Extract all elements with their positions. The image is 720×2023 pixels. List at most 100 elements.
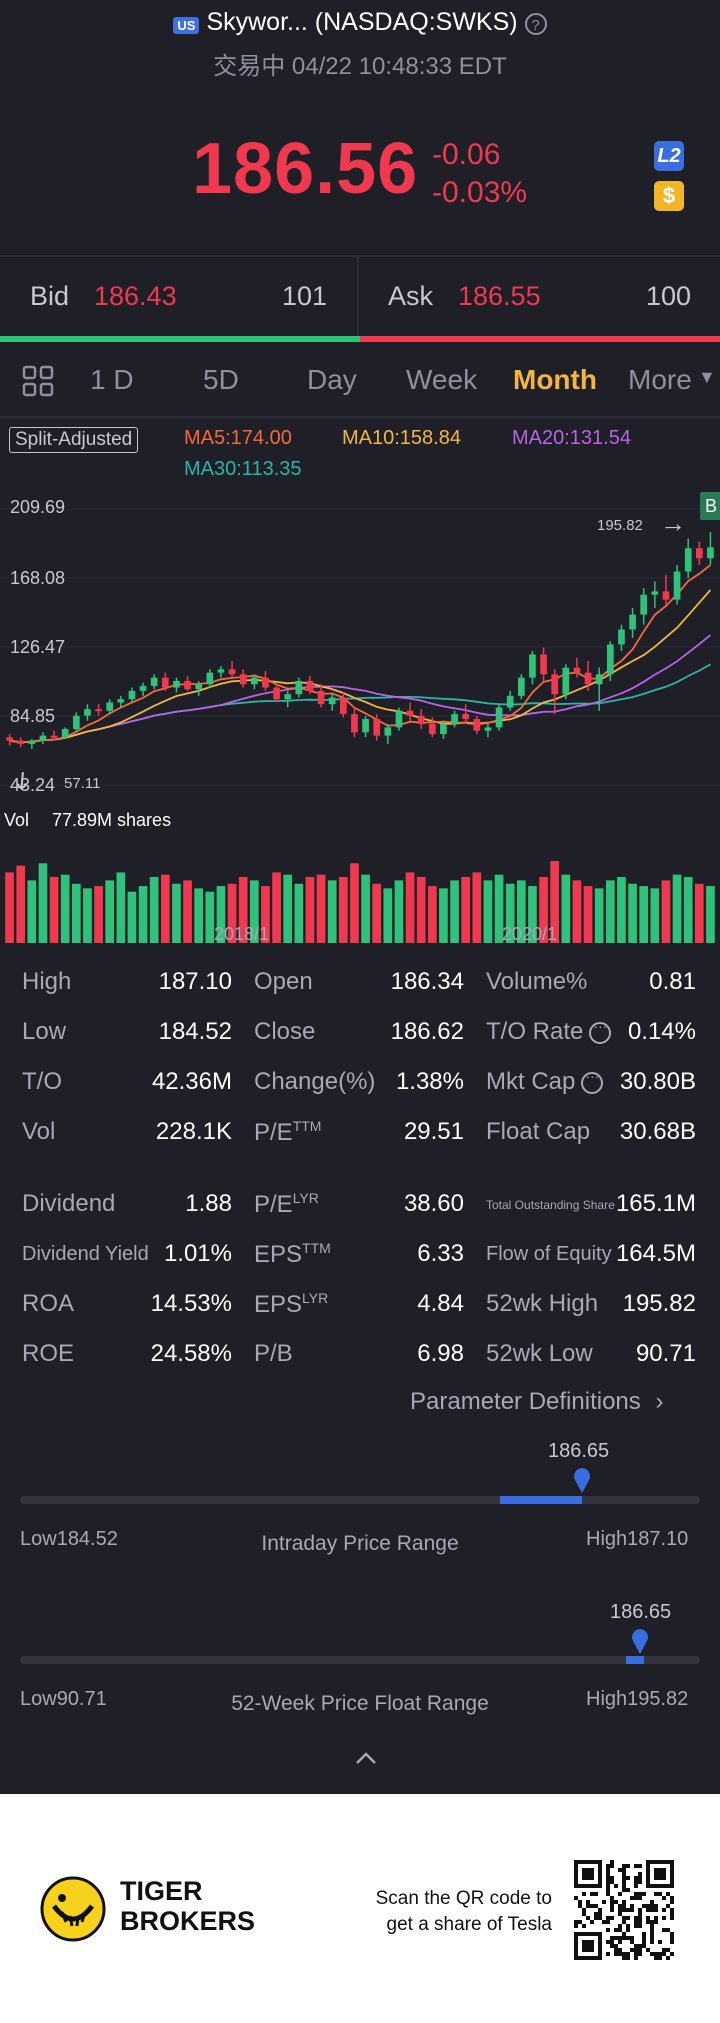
candle-body	[562, 667, 570, 695]
candle-body	[184, 680, 191, 690]
stat-value: 6.33	[417, 1240, 464, 1267]
tab-more[interactable]: More	[628, 364, 692, 395]
parameter-definitions-link[interactable]: Parameter Definitions ›	[410, 1388, 663, 1416]
candle-body	[417, 715, 425, 725]
volume-bar	[94, 886, 103, 943]
tab-week[interactable]: Week	[406, 364, 478, 395]
stat-label-superscript: TTM	[302, 1240, 331, 1256]
candle-body	[173, 680, 180, 688]
stat-label-text: P/B	[254, 1340, 293, 1367]
stat-label: Open	[254, 968, 313, 996]
stat-label: Flow of Equity	[486, 1243, 612, 1266]
bid-ask-separator	[357, 257, 359, 337]
stat-value: 42.36M	[151, 1068, 232, 1095]
volume-bar	[5, 872, 14, 943]
split-adjusted-toggle[interactable]: Split-Adjusted	[9, 427, 139, 453]
bid-ask-bar: Bid 186.43 101 Ask 186.55 100	[0, 257, 720, 342]
tab-month[interactable]: Month	[513, 364, 597, 395]
stat-label-superscript: TTM	[292, 1118, 322, 1134]
title-row[interactable]: US Skywor... (NASDAQ:SWKS) ?	[0, 8, 720, 37]
candle-body	[295, 680, 303, 695]
week52-range-fill	[626, 1656, 644, 1664]
volume-bar	[149, 876, 159, 943]
candle-body	[395, 710, 403, 728]
level2-icon[interactable]: L2	[654, 141, 684, 171]
qr-code[interactable]	[574, 1860, 674, 1960]
layout-grid-icon[interactable]	[22, 365, 54, 397]
stat-label: ROE	[22, 1340, 74, 1368]
candle-body	[250, 677, 258, 685]
info-icon[interactable]	[581, 1068, 604, 1094]
candle-body	[428, 724, 436, 734]
volume-bar	[249, 880, 259, 943]
candlestick-chart[interactable]	[0, 485, 720, 945]
info-icon[interactable]	[589, 1018, 612, 1044]
pin-marker-icon	[632, 1629, 648, 1654]
stat-label: High	[22, 968, 71, 996]
ma10-line	[9, 589, 712, 744]
trading-status: 交易中 04/22 10:48:33 EDT	[213, 53, 507, 80]
stat-label-text: Vol	[22, 1118, 56, 1145]
stat-label: Vol	[22, 1118, 55, 1146]
stat-label: Total Outstanding Share	[486, 1198, 615, 1212]
stat-label: Mkt Cap	[486, 1068, 604, 1096]
brand-line2: BROKERS	[120, 1906, 256, 1936]
tab-day[interactable]: Day	[307, 364, 357, 395]
bid-price: 186.43	[94, 281, 177, 311]
stat-value: 38.60	[403, 1190, 464, 1217]
ask-label: Ask	[388, 281, 434, 311]
candles	[6, 531, 714, 749]
stat-value: 195.82	[622, 1290, 696, 1317]
price-change: -0.06	[432, 138, 501, 171]
candle-body	[695, 548, 703, 559]
scan-line2: get a share of Tesla	[386, 1914, 552, 1935]
volume-bar	[138, 886, 148, 943]
candle-body	[373, 719, 381, 736]
help-icon[interactable]: ?	[524, 13, 547, 35]
candle-body	[28, 740, 36, 744]
candle-body	[662, 591, 670, 600]
candle-body	[206, 672, 214, 685]
stat-label-text: Flow of Equity	[486, 1243, 612, 1265]
volume-bar	[583, 886, 593, 943]
candle-body	[273, 687, 280, 700]
ma5-value: MA5:174.00	[184, 427, 292, 449]
stat-label: Low	[22, 1018, 66, 1046]
candle-body	[506, 695, 514, 708]
chevron-down-icon[interactable]: ▼	[698, 367, 716, 387]
candle-body	[384, 727, 392, 736]
dollar-icon[interactable]: $	[654, 181, 684, 211]
ask-size: 100	[646, 281, 692, 311]
stat-label: T/O Rate	[486, 1018, 612, 1046]
volume-bar	[572, 880, 582, 943]
stat-label-text: P/E	[254, 1119, 293, 1146]
volume-bar	[83, 888, 92, 943]
intraday-range-fill	[500, 1496, 582, 1504]
volume-bar	[528, 886, 537, 943]
volume-bar	[327, 880, 337, 943]
divider	[0, 416, 720, 418]
intraday-low: Low184.52	[20, 1528, 118, 1550]
volume-bar	[350, 863, 359, 943]
candle-body	[606, 644, 614, 675]
volume-bar	[361, 874, 370, 943]
candle-body	[684, 548, 692, 572]
stat-value: 1.38%	[395, 1068, 464, 1095]
tab-5d[interactable]: 5D	[203, 364, 239, 395]
volume-bar	[71, 883, 81, 943]
candle-body	[239, 674, 247, 685]
scan-caption: Scan the QR code to get a share of Tesla	[356, 1886, 552, 1938]
candle-body	[61, 729, 69, 738]
candle-body	[551, 674, 559, 695]
stat-label-text: T/O	[22, 1068, 62, 1095]
volume-bar	[383, 888, 393, 943]
chevron-up-icon[interactable]	[354, 1750, 378, 1766]
brand-line1: TIGER	[120, 1876, 203, 1906]
stat-value: 24.58%	[150, 1340, 232, 1367]
moving-average-lines	[9, 564, 712, 744]
tab-1d[interactable]: 1 D	[90, 364, 134, 395]
volume-bar	[194, 888, 204, 943]
stat-label: Change(%)	[254, 1068, 375, 1096]
volume-bar	[405, 872, 415, 943]
candle-body	[6, 737, 13, 741]
